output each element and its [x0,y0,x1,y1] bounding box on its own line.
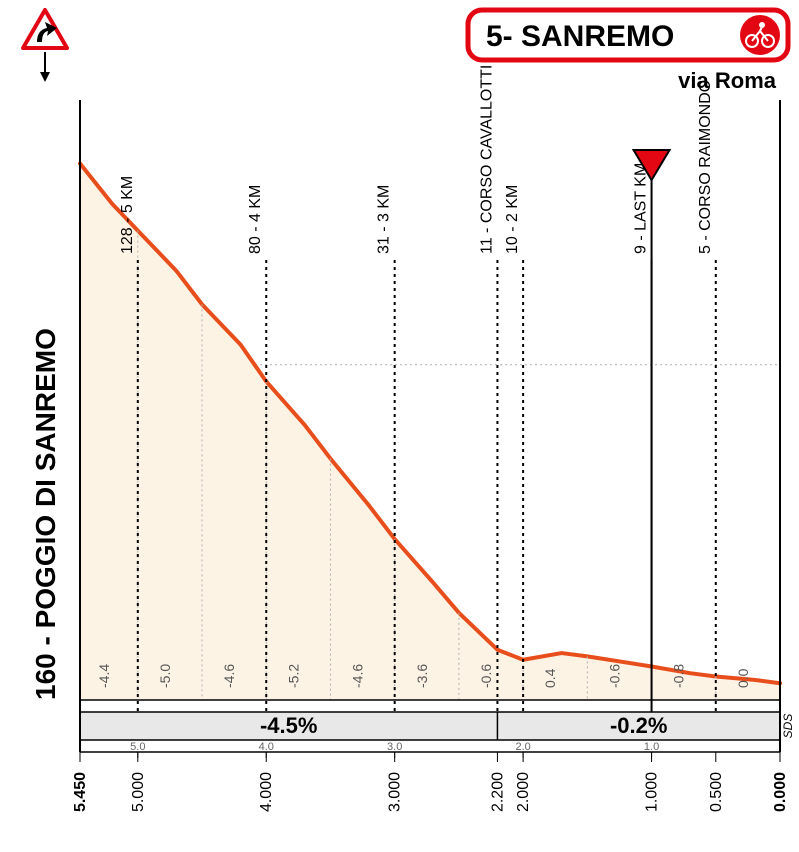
svg-text:-0.2%: -0.2% [610,713,667,738]
svg-text:31 - 3 KM: 31 - 3 KM [376,185,393,254]
svg-text:160 - POGGIO DI SANREMO: 160 - POGGIO DI SANREMO [30,328,61,700]
svg-text:-4.4: -4.4 [96,664,112,688]
svg-text:-4.5%: -4.5% [260,713,317,738]
svg-text:5.000: 5.000 [130,772,147,812]
svg-text:80 - 4 KM: 80 - 4 KM [247,185,264,254]
svg-text:5 - CORSO RAIMONDO: 5 - CORSO RAIMONDO [697,80,714,254]
svg-text:-5.0: -5.0 [157,664,173,688]
svg-text:-4.6: -4.6 [221,664,237,688]
svg-text:-0.6: -0.6 [478,664,494,688]
svg-text:-3.6: -3.6 [414,664,430,688]
elevation-profile-chart: 100-4.4-5.0-4.6-5.2-4.6-3.6-0.60.4-0.6-0… [0,0,799,852]
svg-text:-0.6: -0.6 [606,664,622,688]
svg-text:5.450: 5.450 [72,772,89,812]
svg-text:5- SANREMO: 5- SANREMO [486,20,674,53]
svg-text:11 - CORSO CAVALLOTTI: 11 - CORSO CAVALLOTTI [478,65,495,254]
svg-text:-5.2: -5.2 [285,664,301,688]
svg-text:1.0: 1.0 [644,741,659,753]
svg-text:2.000: 2.000 [515,772,532,812]
svg-text:0.0: 0.0 [735,668,751,688]
svg-text:-4.6: -4.6 [350,664,366,688]
svg-text:128 - 5 KM: 128 - 5 KM [119,176,136,254]
svg-text:0.500: 0.500 [708,772,725,812]
svg-text:via Roma: via Roma [678,68,777,93]
svg-text:-0.8: -0.8 [671,664,687,688]
svg-text:1.000: 1.000 [644,772,661,812]
svg-text:4.0: 4.0 [259,741,274,753]
svg-text:5.0: 5.0 [130,741,145,753]
profile-svg: 100-4.4-5.0-4.6-5.2-4.6-3.6-0.60.4-0.6-0… [0,0,799,852]
svg-text:0.000: 0.000 [772,772,789,812]
svg-text:0.4: 0.4 [542,668,558,688]
svg-text:9 - LAST KM: 9 - LAST KM [633,163,650,254]
svg-text:SDS: SDS [781,714,795,739]
svg-text:2.200: 2.200 [489,772,506,812]
svg-text:2.0: 2.0 [515,741,530,753]
svg-text:3.000: 3.000 [387,772,404,812]
svg-text:10 - 2 KM: 10 - 2 KM [504,185,521,254]
svg-text:4.000: 4.000 [258,772,275,812]
svg-text:3.0: 3.0 [387,741,402,753]
